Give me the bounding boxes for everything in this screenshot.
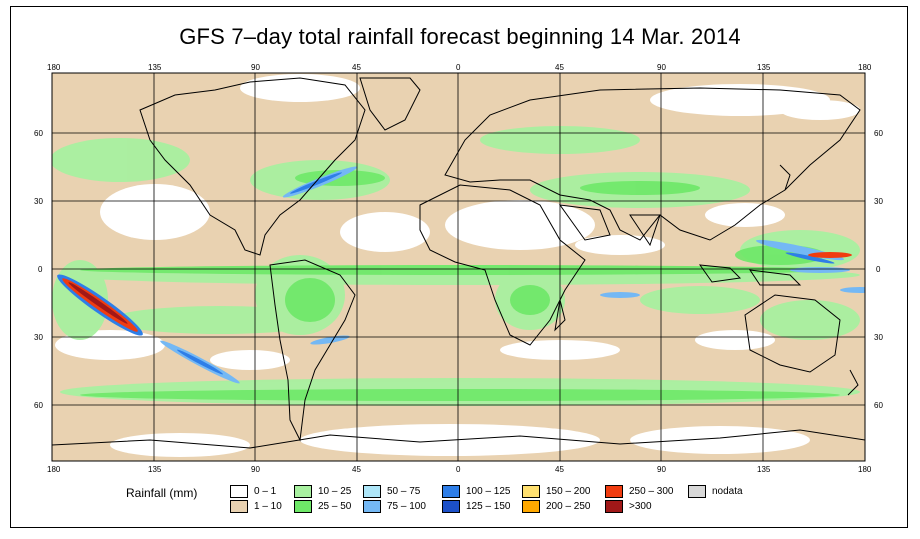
lon-label-bottom: 0 [456,465,461,474]
legend-label: 150 – 200 [546,486,591,497]
legend-swatch [294,485,312,498]
lon-label-top: 180 [858,63,872,72]
lon-label-bottom: 180 [858,465,872,474]
legend-label: 50 – 75 [387,486,421,497]
legend-label: >300 [629,501,652,512]
rain-100-125 [177,172,835,375]
coastlines [52,77,865,449]
lon-label-top: 45 [352,63,361,72]
lat-label-right: 30 [874,333,883,342]
lon-label-bottom: 90 [251,465,260,474]
legend-swatch [363,485,381,498]
lat-label-left: 60 [34,129,43,138]
lon-label-top: 135 [148,63,162,72]
legend-label: 100 – 125 [466,486,511,497]
legend-swatch [605,485,623,498]
lat-label-left: 30 [34,333,43,342]
legend-swatch [605,500,623,513]
legend-label: 200 – 250 [546,501,591,512]
lon-label-bottom: 135 [148,465,162,474]
lon-label-bottom: 45 [555,465,564,474]
lat-label-right: 60 [874,401,883,410]
legend-label: 75 – 100 [387,501,426,512]
legend-swatch [230,485,248,498]
lat-label-right: 0 [876,265,881,274]
lon-label-top: 90 [251,63,260,72]
legend-label: 0 – 1 [254,486,277,497]
legend-label: nodata [712,486,743,497]
dry-regions [55,74,860,457]
legend-swatch [522,485,540,498]
rain-25-50 [80,170,840,401]
legend-label: 25 – 50 [318,501,352,512]
lon-label-bottom: 135 [757,465,771,474]
legend-swatch [522,500,540,513]
map-title: GFS 7–day total rainfall forecast beginn… [179,24,741,49]
graticule [52,73,865,461]
legend-label: 1 – 10 [254,501,282,512]
legend-swatch [688,485,706,498]
legend-swatch [294,500,312,513]
legend-title: Rainfall (mm) [126,486,198,500]
lon-label-top: 135 [757,63,771,72]
legend-label: 125 – 150 [466,501,511,512]
lon-label-top: 90 [657,63,666,72]
lon-label-top: 180 [47,63,61,72]
rain-extreme-band [57,252,852,336]
lon-label-top: 45 [555,63,564,72]
legend-swatch [442,485,460,498]
legend-swatch [363,500,381,513]
lon-label-bottom: 45 [352,465,361,474]
lat-label-left: 60 [34,401,43,410]
map-border [51,72,866,462]
legend-swatch [230,500,248,513]
lon-label-top: 0 [456,63,461,72]
lat-label-right: 60 [874,129,883,138]
legend-label: 10 – 25 [318,486,352,497]
legend-swatch [442,500,460,513]
lat-label-left: 0 [38,265,43,274]
lat-label-left: 30 [34,197,43,206]
legend-label: 250 – 300 [629,486,674,497]
lon-label-bottom: 180 [47,465,61,474]
lon-label-bottom: 90 [657,465,666,474]
lat-label-right: 30 [874,197,883,206]
